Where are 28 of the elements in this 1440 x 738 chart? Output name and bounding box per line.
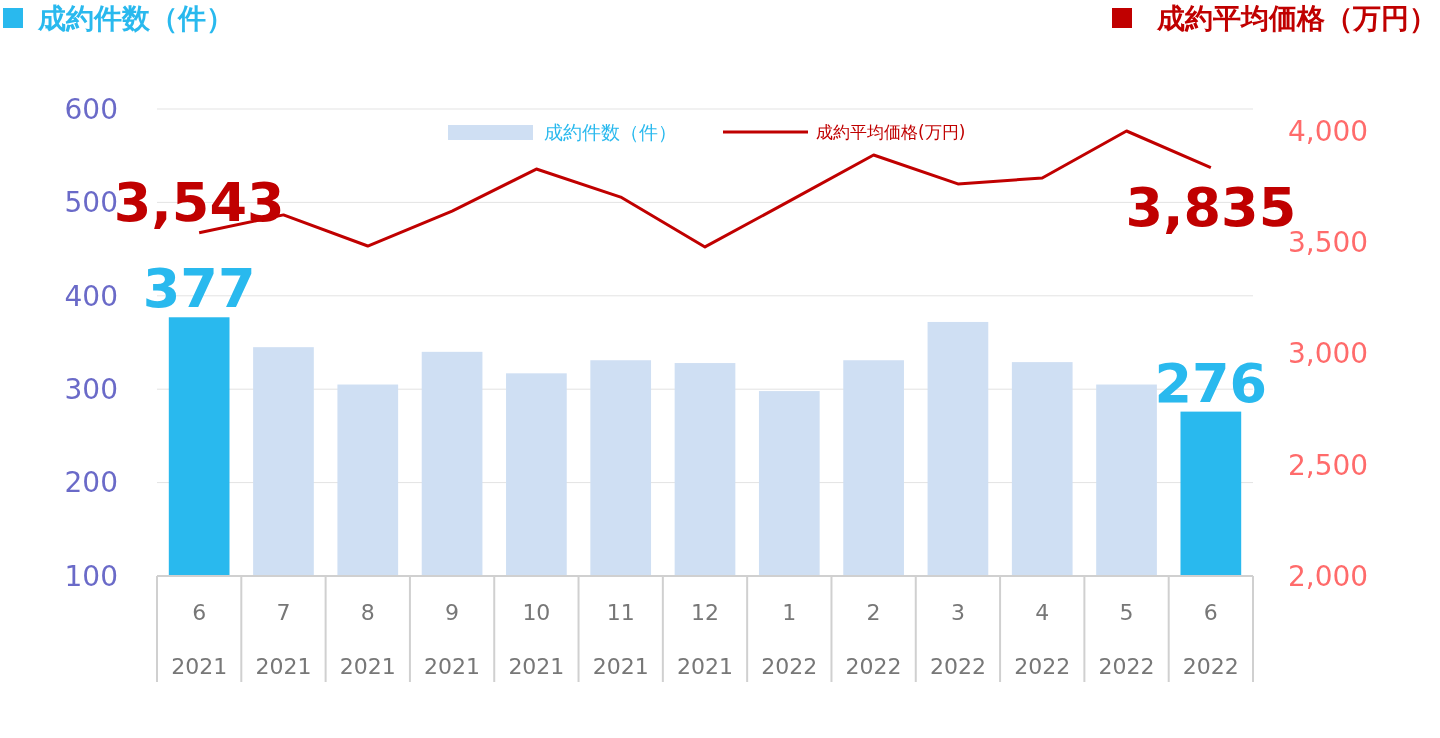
category-label: 3 2022 [929,599,986,679]
category-label: 5 2022 [1098,599,1155,679]
y-axis-title: 成約件数（件） [37,1,234,35]
y-tick-label: 400 [64,279,118,313]
legend-label: 成約平均価格(万円) [816,121,966,142]
category-label: 9 2021 [424,599,481,679]
category-label: 6 2022 [1182,599,1239,679]
y2-tick-label: 3,000 [1288,337,1369,371]
y-tick-label: 100 [64,559,118,593]
y-tick-label: 600 [64,92,118,126]
category-label: 2 2022 [845,599,902,679]
legend-label: 成約件数（件） [544,120,677,143]
y-tick-label: 300 [64,373,118,406]
category-label: 6 2021 [171,599,228,679]
y2-tick-label: 4,000 [1288,114,1369,148]
category-label: 12 2021 [677,599,733,679]
y-tick-label: 200 [64,466,118,500]
category-label: 8 2021 [339,599,396,679]
data-label: 276 [1154,351,1268,415]
category-label: 10 2021 [508,599,565,679]
y2-tick-label: 2,500 [1288,448,1369,482]
category-label: 4 2022 [1014,599,1071,679]
category-label: 11 2021 [592,599,649,679]
category-label: 7 2021 [255,599,312,679]
data-label: 377 [142,257,256,321]
category-label: 1 2022 [761,599,818,679]
y2-tick-label: 2,000 [1288,559,1369,593]
y2-axis-title: 成約平均価格（万円） [1156,1,1437,35]
